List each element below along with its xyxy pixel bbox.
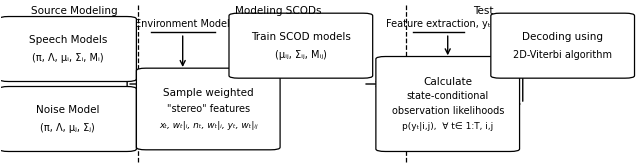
FancyBboxPatch shape — [0, 87, 136, 152]
Text: Source Modeling: Source Modeling — [31, 6, 118, 16]
Text: xₜ, wₜ|ᵢ, nₜ, wₜ|ᵢ, yₜ, wₜ|ᵢⱼ: xₜ, wₜ|ᵢ, nₜ, wₜ|ᵢ, yₜ, wₜ|ᵢⱼ — [159, 121, 257, 130]
Text: Calculate: Calculate — [423, 76, 472, 87]
Text: Feature extraction, yₜ: Feature extraction, yₜ — [386, 19, 490, 29]
FancyBboxPatch shape — [0, 16, 136, 81]
Text: (μᵢⱼ, Σᵢⱼ, Mᵢⱼ): (μᵢⱼ, Σᵢⱼ, Mᵢⱼ) — [275, 50, 327, 60]
Text: Decoding using: Decoding using — [522, 32, 603, 42]
Text: (π, Λ, μⱼ, Σⱼ): (π, Λ, μⱼ, Σⱼ) — [40, 123, 95, 133]
Text: Train SCOD models: Train SCOD models — [251, 32, 351, 42]
FancyBboxPatch shape — [229, 13, 372, 78]
Text: Environment Model: Environment Model — [135, 19, 230, 29]
Text: observation likelihoods: observation likelihoods — [392, 107, 504, 116]
Text: (π, Λ, μᵢ, Σᵢ, Mᵢ): (π, Λ, μᵢ, Σᵢ, Mᵢ) — [32, 53, 104, 63]
Text: "stereo" features: "stereo" features — [166, 104, 250, 114]
Text: Modeling SCODs: Modeling SCODs — [236, 6, 322, 16]
Text: state-conditional: state-conditional — [406, 92, 489, 101]
Text: Noise Model: Noise Model — [36, 105, 99, 115]
Text: Sample weighted: Sample weighted — [163, 88, 253, 98]
Text: Speech Models: Speech Models — [29, 35, 107, 45]
FancyBboxPatch shape — [136, 68, 280, 150]
Text: p(yₜ|i,j),  ∀ t∈ 1:T, i,j: p(yₜ|i,j), ∀ t∈ 1:T, i,j — [402, 122, 493, 131]
FancyBboxPatch shape — [376, 56, 520, 152]
Text: Test: Test — [472, 6, 493, 16]
Text: 2D-Viterbi algorithm: 2D-Viterbi algorithm — [513, 50, 612, 60]
FancyBboxPatch shape — [491, 13, 634, 78]
